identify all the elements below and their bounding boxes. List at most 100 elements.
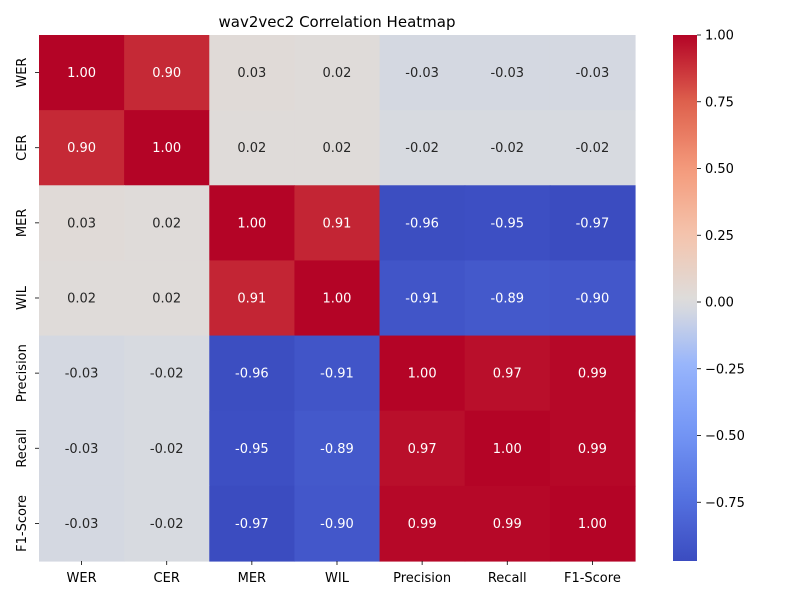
heatmap-cell [464,335,551,412]
heatmap-cell [209,260,296,337]
heatmap-cell [39,185,125,262]
heatmap-cell [294,260,381,337]
cell-value-label: -0.95 [490,216,524,231]
heatmap-cell [209,485,296,562]
x-tick-label: CER [154,571,180,586]
cell-value-label: -0.90 [320,517,354,532]
cell-value-label: -0.96 [235,367,269,382]
x-tick-label: Precision [393,571,451,586]
heatmap-cell [209,35,296,111]
y-tick-label: F1-Score [15,495,30,552]
heatmap-cell [549,35,636,111]
heatmap-cell [294,485,381,562]
cell-value-label: -0.97 [576,216,610,231]
colorbar-tick-label: −0.25 [705,362,745,377]
cell-value-label: -0.02 [576,141,610,156]
heatmap-cell [464,260,551,337]
cell-value-label: 0.99 [493,517,522,532]
cell-value-label: 0.99 [408,517,437,532]
heatmap-cell [379,485,466,562]
colorbar-tick-label: −0.75 [705,496,745,511]
cell-value-label: -0.02 [150,517,184,532]
heatmap-cell [124,110,210,186]
x-axis: WER CER MER WIL Precision Recall F1-Score [67,560,621,586]
colorbar: 1.00 0.75 0.50 0.25 0.00 −0.25 −0.50 −0.75 [673,29,745,561]
heatmap-cell [549,335,636,412]
heatmap-cell [549,185,636,262]
heatmap-cell [379,335,466,412]
cell-value-label: -0.96 [405,216,439,231]
chart-title: wav2vec2 Correlation Heatmap [219,13,456,31]
cell-value-label: 1.00 [237,216,266,231]
heatmap-cell [379,35,466,111]
cell-value-label: -0.03 [490,66,524,81]
heatmap-cell [124,35,210,111]
heatmap-cell [379,185,466,262]
heatmap-cell [39,110,125,186]
heatmap-cell [39,485,125,562]
heatmap-cell [379,110,466,186]
cell-value-label: 1.00 [578,517,607,532]
cell-value-label: -0.03 [65,517,99,532]
heatmap-cell [549,110,636,186]
cell-value-label: 0.02 [152,291,181,306]
cell-value-label: 1.00 [67,66,96,81]
cell-value-label: -0.91 [320,367,354,382]
y-tick-label: Recall [15,429,30,468]
x-tick-label: WIL [325,571,350,586]
cell-value-label: -0.02 [150,367,184,382]
cell-value-label: -0.02 [490,141,524,156]
colorbar-tick-label: −0.50 [705,429,745,444]
x-tick-label: WER [67,571,97,586]
heatmap-cell [549,260,636,337]
cell-value-label: 0.03 [67,216,96,231]
cell-value-label: 0.90 [67,141,96,156]
heatmap-cell [294,335,381,412]
colorbar-tick-label: 0.50 [705,162,734,177]
heatmap-cell [209,110,296,186]
heatmap-cell [209,410,296,487]
x-tick-label: MER [238,571,266,586]
colorbar-tick-label: 0.25 [705,229,734,244]
cell-value-label: -0.90 [576,291,610,306]
y-tick-label: CER [15,135,30,161]
heatmap-cell [209,185,296,262]
heatmap-cell [124,410,210,487]
cell-value-label: 1.00 [493,442,522,457]
y-axis: WER CER MER WIL Precision Recall F1-Score [15,58,39,552]
heatmap-cell [39,410,125,487]
heatmap-cell [294,185,381,262]
heatmap-cell [464,485,551,562]
cell-value-label: 0.91 [237,291,266,306]
cell-value-label: 0.03 [237,66,266,81]
heatmap-cell [549,485,636,562]
y-tick-label: WER [15,58,30,88]
cell-value-label: 0.99 [578,367,607,382]
heatmap-cell [549,410,636,487]
cell-value-label: -0.03 [576,66,610,81]
cell-value-label: 0.91 [323,216,352,231]
y-tick-label: MER [15,209,30,237]
cell-value-label: 0.97 [493,367,522,382]
colorbar-gradient [673,35,697,561]
heatmap-cell [464,110,551,186]
cell-value-label: 1.00 [408,367,437,382]
heatmap-cell [39,260,125,337]
cell-value-label: 1.00 [152,141,181,156]
cell-value-label: 0.90 [152,66,181,81]
cell-value-label: -0.89 [320,442,354,457]
heatmap-cell [464,35,551,111]
cell-value-label: -0.89 [490,291,524,306]
cell-value-label: 0.02 [323,66,352,81]
heatmap-cell [124,485,210,562]
cell-value-label: -0.03 [65,442,99,457]
heatmap-cells [39,35,636,562]
heatmap-cell [124,260,210,337]
heatmap-cell [379,260,466,337]
cell-value-label: -0.97 [235,517,269,532]
y-tick-label: Precision [15,344,30,402]
cell-value-label: 0.99 [578,442,607,457]
heatmap-cell [294,110,381,186]
heatmap-cell [464,185,551,262]
heatmap-cell-labels: 1.00 0.90 0.03 0.02 -0.03 -0.03 -0.03 0.90 1.00 0… [65,66,609,532]
